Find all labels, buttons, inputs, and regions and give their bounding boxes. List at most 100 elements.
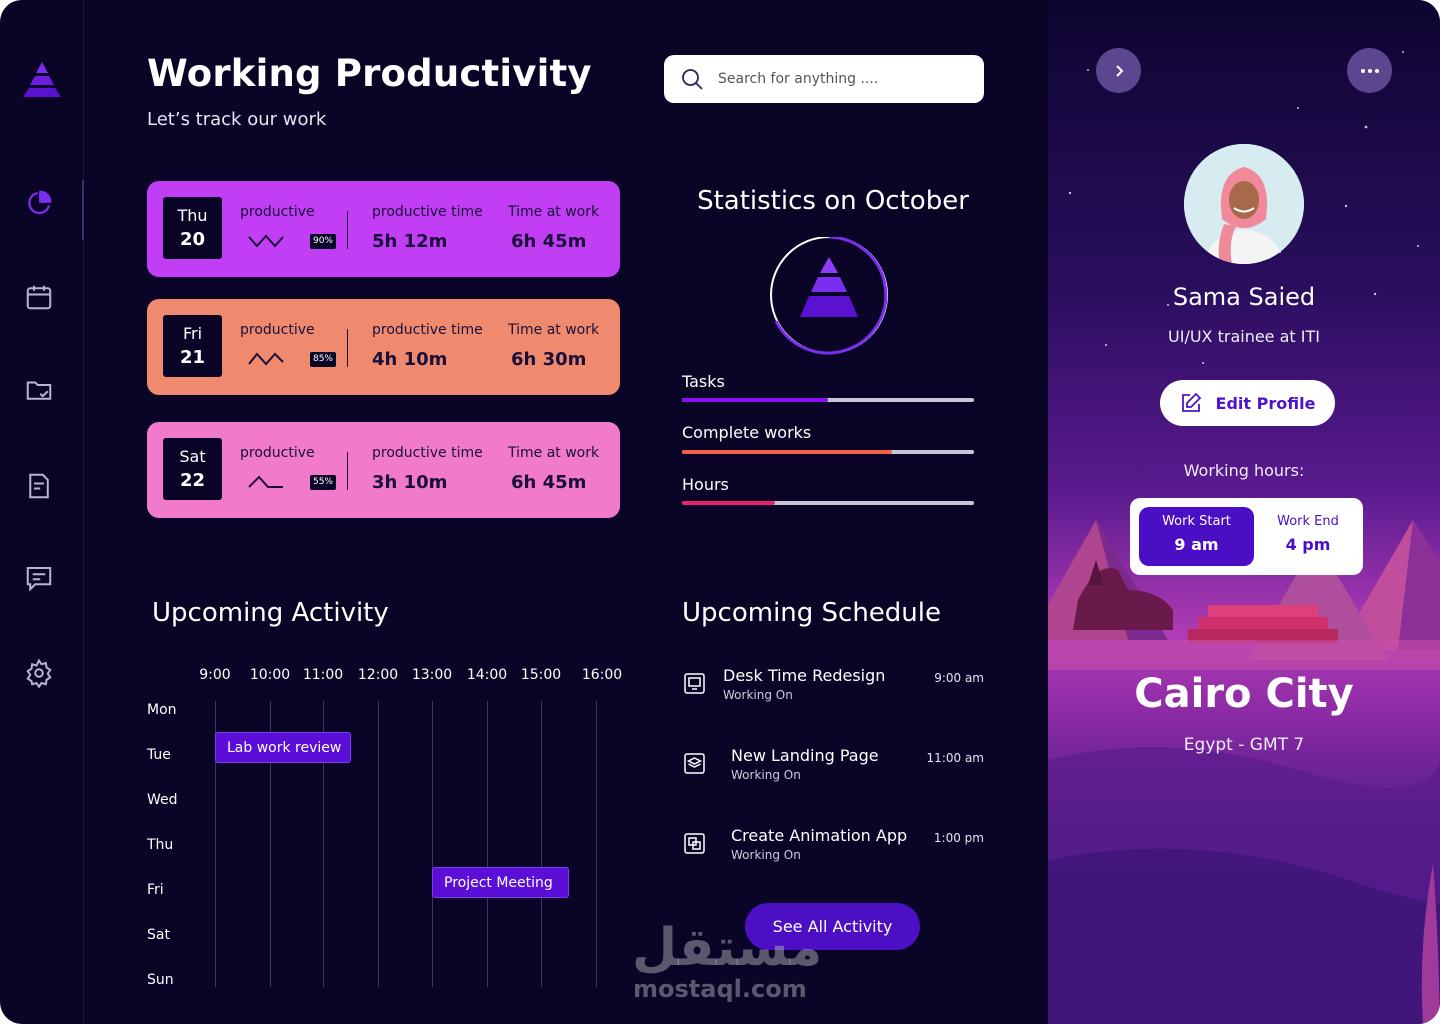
day-name: Fri — [182, 324, 203, 343]
productive-time-label: productive time — [372, 322, 483, 338]
productivity-card[interactable]: Fri 21 productive 85% productive time 4h… — [147, 299, 620, 395]
more-options-button[interactable] — [1347, 48, 1392, 93]
time-label: 16:00 — [581, 667, 623, 683]
watermark-latin: mostaql.com — [633, 975, 807, 1003]
time-at-work-value: 6h 30m — [511, 349, 587, 370]
gear-icon — [26, 658, 52, 688]
stat-progress-fill — [682, 398, 828, 402]
productivity-card[interactable]: Sat 22 productive 55% productive time 3h… — [147, 422, 620, 518]
sidebar-item-reports[interactable] — [22, 469, 56, 503]
work-end-label: Work End — [1277, 514, 1339, 529]
pyramid-logo-icon — [800, 257, 858, 317]
monitor-icon — [684, 673, 705, 694]
calendar-icon — [26, 285, 52, 310]
trend-wave-icon — [248, 475, 283, 488]
day-name: Sat — [179, 447, 206, 466]
work-start-label: Work Start — [1162, 514, 1231, 529]
collapse-panel-button[interactable] — [1096, 48, 1141, 93]
sidebar-item-calendar[interactable] — [22, 280, 56, 314]
work-start-value: 9 am — [1174, 535, 1219, 554]
work-end-tab[interactable]: Work End 4 pm — [1254, 507, 1362, 566]
schedule-item[interactable]: Desk Time Redesign Working On 9:00 am — [682, 666, 984, 716]
schedule-item-time: 1:00 pm — [933, 831, 984, 845]
productive-label: productive — [240, 445, 315, 461]
schedule-item-title: New Landing Page — [731, 746, 879, 765]
edit-profile-button[interactable]: Edit Profile — [1160, 380, 1335, 426]
search-bar[interactable] — [664, 55, 984, 103]
grid-line — [323, 701, 324, 987]
day-label: Thu — [147, 837, 174, 853]
sidebar-item-settings[interactable] — [22, 656, 56, 690]
layers-icon — [684, 753, 705, 774]
user-photo-icon — [1184, 144, 1304, 264]
calendar-event[interactable]: Project Meeting — [432, 867, 569, 898]
day-label: Tue — [147, 747, 171, 763]
grid-line — [432, 701, 433, 987]
stat-progress-bar — [682, 501, 974, 505]
page-subtitle: Let’s track our work — [147, 109, 327, 130]
page-title: Working Productivity — [147, 52, 592, 95]
grid-line — [270, 701, 271, 987]
sidebar-item-messages[interactable] — [22, 561, 56, 595]
pyramid-logo-icon — [23, 62, 61, 97]
trend-wave-icon — [248, 234, 284, 248]
stat-progress-bar — [682, 398, 974, 402]
day-number: 21 — [179, 347, 206, 368]
profile-panel: Sama Saied UI/UX trainee at ITI Edit Pro… — [1048, 0, 1440, 1024]
time-at-work-label: Time at work — [508, 322, 600, 338]
grid-line — [487, 701, 488, 987]
folder-check-icon — [26, 381, 52, 400]
day-number: 20 — [179, 229, 206, 250]
work-start-tab[interactable]: Work Start 9 am — [1139, 507, 1254, 566]
country-timezone: Egypt - GMT 7 — [1183, 735, 1305, 755]
trend-wave-icon — [248, 352, 284, 366]
time-at-work-label: Time at work — [508, 445, 600, 461]
time-label: 9:00 — [199, 667, 231, 683]
date-box: Sat 22 — [163, 438, 222, 500]
time-at-work-label: Time at work — [508, 204, 600, 220]
statistics-ring — [770, 237, 888, 355]
grid-line — [215, 701, 216, 987]
see-all-activity-button[interactable]: See All Activity — [745, 903, 920, 950]
upcoming-activity-title: Upcoming Activity — [152, 598, 389, 628]
more-horizontal-icon — [1360, 68, 1379, 73]
card-divider — [347, 329, 348, 367]
schedule-item-time: 9:00 am — [934, 671, 984, 685]
productive-time-value: 4h 10m — [372, 349, 448, 370]
schedule-item-time: 11:00 am — [926, 751, 984, 765]
time-label: 14:00 — [466, 667, 508, 683]
time-label: 10:00 — [249, 667, 291, 683]
sidebar — [0, 0, 84, 1024]
productive-percent-badge: 55% — [310, 475, 336, 490]
productivity-card[interactable]: Thu 20 productive 90% productive time 5h… — [147, 181, 620, 277]
edit-profile-label: Edit Profile — [1215, 393, 1316, 413]
upcoming-schedule-title: Upcoming Schedule — [682, 598, 942, 628]
sidebar-item-folder[interactable] — [22, 373, 56, 407]
pie-chart-icon — [28, 190, 52, 215]
productive-percent-badge: 85% — [310, 352, 336, 367]
search-input[interactable] — [718, 71, 958, 87]
time-at-work-value: 6h 45m — [511, 231, 587, 252]
productive-time-value: 3h 10m — [372, 472, 448, 493]
profile-name: Sama Saied — [1172, 283, 1316, 311]
time-label: 12:00 — [357, 667, 399, 683]
day-label: Fri — [147, 882, 164, 898]
day-label: Mon — [147, 702, 177, 718]
schedule-item[interactable]: Create Animation App Working On 1:00 pm — [682, 826, 984, 876]
day-label: Wed — [147, 792, 178, 808]
stat-label: Complete works — [682, 423, 812, 442]
sidebar-item-dashboard[interactable] — [22, 186, 56, 220]
stat-label: Tasks — [682, 372, 725, 391]
egypt-scene-illustration — [1048, 51, 1440, 1024]
date-box: Fri 21 — [163, 315, 222, 377]
calendar-event[interactable]: Lab work review — [215, 732, 351, 763]
schedule-item-status: Working On — [731, 848, 801, 862]
schedule-item[interactable]: New Landing Page Working On 11:00 am — [682, 746, 984, 796]
productive-time-label: productive time — [372, 204, 483, 220]
card-divider — [347, 211, 348, 249]
edit-icon — [1181, 392, 1201, 412]
productive-percent-badge: 90% — [310, 234, 336, 249]
stat-progress-fill — [682, 501, 776, 505]
stat-progress-fill — [682, 450, 893, 454]
